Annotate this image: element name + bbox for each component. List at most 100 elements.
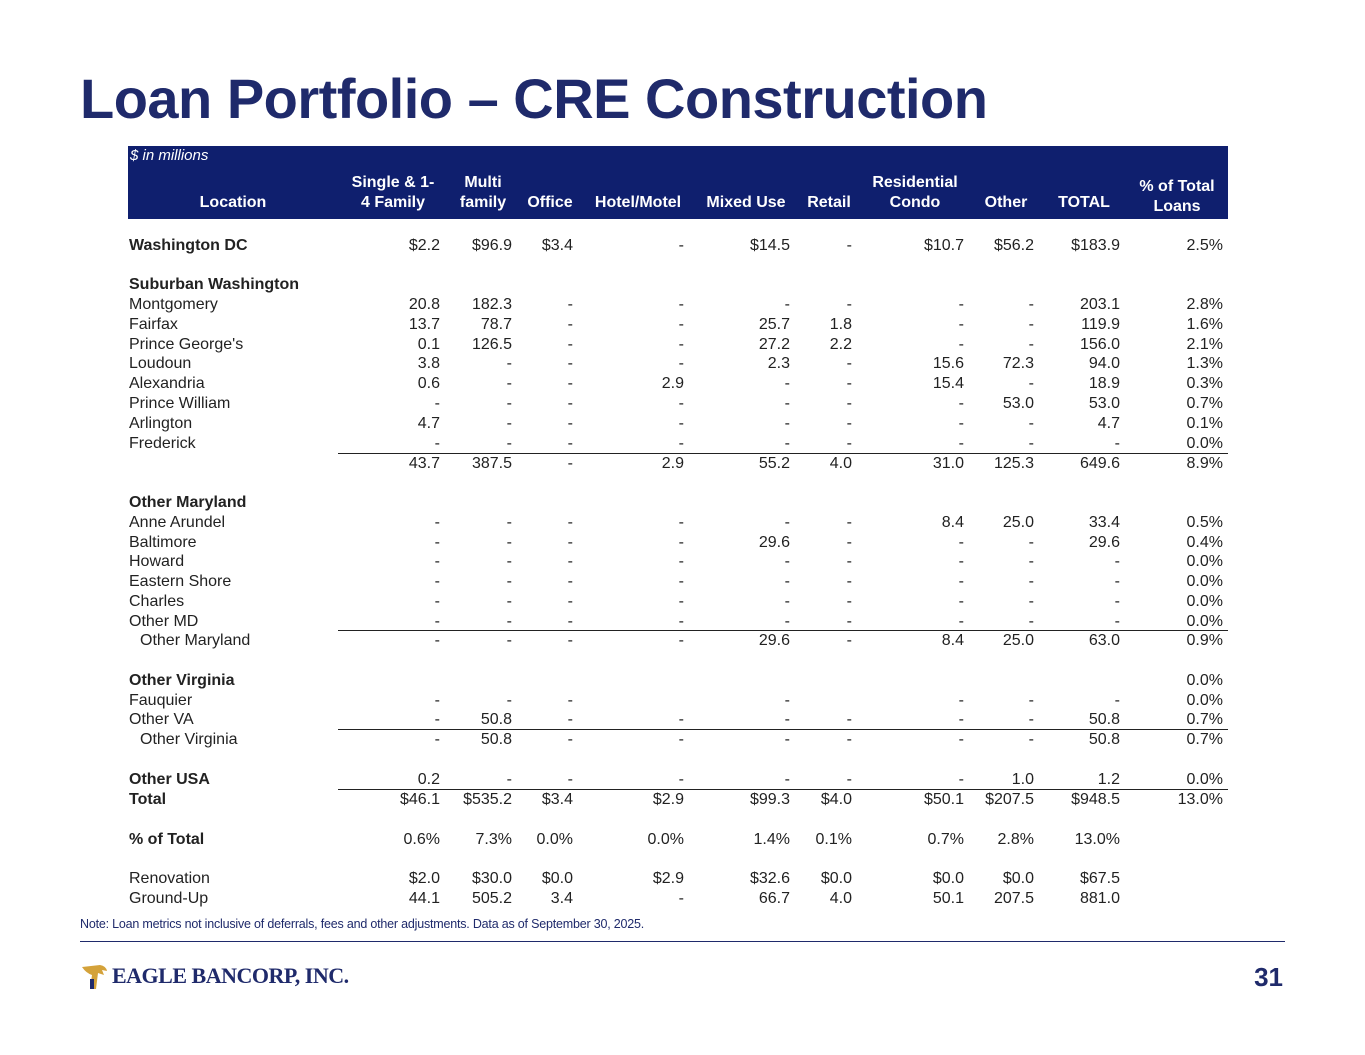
cell-residential-condo: - — [959, 552, 964, 572]
subtotal-rule — [338, 453, 1228, 454]
table-row: Other Maryland — [128, 493, 1228, 513]
cell-single-family: - — [435, 434, 440, 454]
cell-retail: - — [847, 612, 852, 632]
cell-retail: - — [847, 394, 852, 414]
cell-residential-condo: - — [959, 691, 964, 711]
cell-multi-family: $96.9 — [472, 236, 512, 256]
row-label: Alexandria — [129, 374, 205, 394]
cell-single-family: 0.1 — [418, 335, 440, 355]
cell-residential-condo: 15.4 — [933, 374, 964, 394]
table-row: Baltimore - - - - 29.6 - - - 29.6 0.4% — [128, 533, 1228, 553]
table-header: $ in millions Location Single & 1- 4 Fam… — [128, 146, 1228, 219]
cell-other: - — [1029, 572, 1034, 592]
cell-pct-total-loans: 0.7% — [1187, 394, 1223, 414]
row-label: Other Virginia — [129, 671, 235, 691]
cell-other: - — [1029, 335, 1034, 355]
cell-mixed-use: - — [785, 374, 790, 394]
cell-multi-family: 505.2 — [472, 889, 512, 909]
cell-total: - — [1115, 552, 1120, 572]
table-row: % of Total 0.6% 7.3% 0.0% 0.0% 1.4% 0.1% 0.7% 2.… — [128, 830, 1228, 850]
row-label: Ground-Up — [129, 889, 208, 909]
cell-mixed-use: - — [785, 414, 790, 434]
cell-residential-condo: - — [959, 592, 964, 612]
cell-mixed-use: - — [785, 434, 790, 454]
table-row: Ground-Up 44.1 505.2 3.4 - 66.7 4.0 50.1 207.5 88… — [128, 889, 1228, 909]
cell-pct-total-loans: 0.7% — [1187, 730, 1223, 750]
table-row: Prince William - - - - - - - 53.0 53.0 0.7% — [128, 394, 1228, 414]
cell-retail: 2.2 — [830, 335, 852, 355]
cell-pct-total-loans: 0.0% — [1187, 572, 1223, 592]
cell-mixed-use: - — [785, 552, 790, 572]
cell-retail: - — [847, 710, 852, 730]
cell-residential-condo: - — [959, 612, 964, 632]
row-label: Charles — [129, 592, 184, 612]
cell-total: - — [1115, 434, 1120, 454]
cell-mixed-use: 2.3 — [768, 354, 790, 374]
table-row: Other USA 0.2 - - - - - - 1.0 1.2 0.0% — [128, 770, 1228, 790]
cell-residential-condo: 8.4 — [942, 513, 964, 533]
cell-multi-family: 78.7 — [481, 315, 512, 335]
cell-pct-total-loans: 0.0% — [1187, 612, 1223, 632]
cell-single-family: 43.7 — [409, 454, 440, 474]
cell-retail: - — [847, 533, 852, 553]
cell-multi-family: - — [507, 691, 512, 711]
cell-other: 207.5 — [994, 889, 1034, 909]
cell-residential-condo: - — [959, 710, 964, 730]
cell-multi-family: - — [507, 513, 512, 533]
cell-retail: $4.0 — [821, 790, 852, 810]
cell-total: - — [1115, 612, 1120, 632]
cell-mixed-use: - — [785, 710, 790, 730]
cell-mixed-use: 29.6 — [759, 533, 790, 553]
cell-other: - — [1029, 295, 1034, 315]
cell-residential-condo: 15.6 — [933, 354, 964, 374]
cell-hotel-motel: $2.9 — [653, 790, 684, 810]
cell-total: 33.4 — [1089, 513, 1120, 533]
cell-office: - — [568, 730, 573, 750]
row-label: Fauquier — [129, 691, 192, 711]
header-pct-total-loans: % of Total Loans — [1124, 177, 1230, 217]
cell-residential-condo: $50.1 — [924, 790, 964, 810]
cell-retail: - — [847, 414, 852, 434]
cell-mixed-use: - — [785, 612, 790, 632]
table-row: 43.7 387.5 - 2.9 55.2 4.0 31.0 125.3 649.6 8.9% — [128, 454, 1228, 474]
cell-pct-total-loans: 0.0% — [1187, 671, 1223, 691]
company-logo: EAGLE BANCORP, INC. — [80, 960, 349, 992]
row-label: Other Maryland — [140, 631, 250, 651]
row-label: Renovation — [129, 869, 210, 889]
cell-single-family: $2.0 — [409, 869, 440, 889]
cell-mixed-use: 66.7 — [759, 889, 790, 909]
cell-hotel-motel: - — [679, 572, 684, 592]
cell-other: - — [1029, 730, 1034, 750]
cell-pct-total-loans: 1.6% — [1187, 315, 1223, 335]
table-row: Charles - - - - - - - - - 0.0% — [128, 592, 1228, 612]
table-row: Frederick - - - - - - - - - 0.0% — [128, 434, 1228, 454]
cell-pct-total-loans: 1.3% — [1187, 354, 1223, 374]
cell-office: - — [568, 335, 573, 355]
cell-hotel-motel: - — [679, 394, 684, 414]
cell-single-family: 3.8 — [418, 354, 440, 374]
cell-total: 119.9 — [1081, 315, 1120, 335]
cell-retail: 4.0 — [830, 889, 852, 909]
cell-other: - — [1029, 315, 1034, 335]
page-number: 31 — [1254, 962, 1283, 993]
cell-multi-family: $30.0 — [472, 869, 512, 889]
page-title: Loan Portfolio – CRE Construction — [80, 66, 987, 131]
cell-office: - — [568, 434, 573, 454]
row-label: Frederick — [129, 434, 196, 454]
cell-single-family: - — [435, 552, 440, 572]
cell-single-family: - — [435, 394, 440, 414]
footnote: Note: Loan metrics not inclusive of defe… — [80, 917, 644, 931]
cell-office: - — [568, 295, 573, 315]
cell-multi-family: 182.3 — [472, 295, 512, 315]
row-label: Montgomery — [129, 295, 218, 315]
cell-residential-condo: 8.4 — [942, 631, 964, 651]
logo-text: EAGLE BANCORP, INC. — [112, 963, 349, 989]
cell-pct-total-loans: 0.0% — [1187, 770, 1223, 790]
table-row: Total $46.1 $535.2 $3.4 $2.9 $99.3 $4.0 $50.1 $2… — [128, 790, 1228, 810]
cell-total: - — [1115, 572, 1120, 592]
row-label: % of Total — [129, 830, 204, 850]
cell-total: 53.0 — [1089, 394, 1120, 414]
cell-retail: - — [847, 354, 852, 374]
cell-multi-family: - — [507, 533, 512, 553]
cell-total: - — [1115, 691, 1120, 711]
